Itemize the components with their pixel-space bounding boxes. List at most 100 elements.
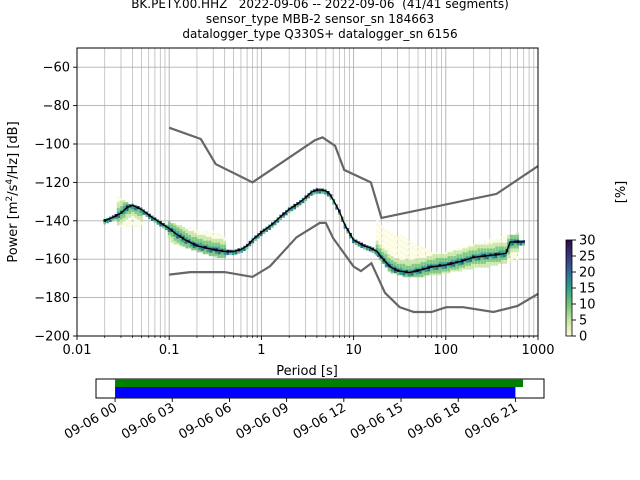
psd-density-cell: [495, 261, 499, 264]
psd-density-cell: [498, 244, 502, 247]
psd-density-cell: [438, 253, 442, 257]
psd-density-cell: [480, 252, 484, 255]
psd-density-cell: [375, 246, 379, 249]
psd-density-cell: [462, 265, 466, 268]
psd-density-cell: [417, 246, 421, 249]
psd-density-cell: [381, 229, 385, 232]
psd-density-cell: [508, 244, 512, 247]
psd-density-cell: [335, 207, 338, 210]
psd-density-cell: [456, 269, 460, 272]
psd-density-cell: [205, 232, 209, 236]
psd-density-cell: [402, 257, 406, 260]
psd-density-cell: [435, 267, 439, 270]
psd-density-cell: [507, 238, 510, 241]
coverage-segment-bar: [115, 387, 516, 398]
psd-density-cell: [504, 253, 507, 257]
psd-density-cell: [504, 244, 507, 247]
psd-density-cell: [393, 257, 397, 260]
psd-density-cell: [223, 255, 227, 259]
psd-density-cell: [459, 265, 463, 268]
psd-density-cell: [492, 263, 496, 266]
psd-density-cell: [243, 248, 246, 252]
psd-density-cell: [497, 255, 500, 258]
psd-density-cell: [486, 263, 490, 266]
psd-density-cell: [384, 242, 388, 245]
psd-density-cell: [477, 261, 481, 264]
psd-density-cell: [480, 261, 484, 264]
psd-density-cell: [128, 207, 132, 210]
psd-density-cell: [381, 232, 385, 236]
psd-density-cell: [111, 218, 115, 221]
psd-density-cell: [408, 257, 412, 260]
psd-density-cell: [417, 267, 421, 270]
psd-density-cell: [441, 266, 445, 269]
psd-density-cell: [444, 259, 448, 262]
psd-density-cell: [417, 265, 421, 268]
psd-density-cell: [378, 250, 382, 253]
psd-density-cell: [495, 263, 499, 266]
psd-density-cell: [432, 263, 436, 266]
psd-density-cell: [492, 261, 496, 264]
psd-density-cell: [125, 217, 129, 220]
psd-density-cell: [489, 248, 493, 251]
y-tick-label: −80: [43, 99, 70, 114]
psd-density-cell: [191, 230, 194, 234]
psd-density-cell: [202, 242, 206, 245]
low-noise-model-line: [169, 221, 538, 314]
psd-density-cell: [405, 238, 409, 241]
psd-density-cell: [182, 244, 186, 247]
psd-density-cell: [119, 198, 123, 201]
x-tick-label: 0.1: [159, 343, 180, 358]
psd-density-cell: [173, 229, 177, 232]
x-tick-label: 100: [433, 343, 458, 358]
psd-density-cell: [396, 238, 400, 241]
psd-density-cell: [505, 252, 509, 255]
psd-density-cell: [192, 245, 196, 248]
psd-density-cell: [352, 240, 355, 244]
psd-density-cell: [435, 257, 439, 260]
psd-density-cell: [465, 267, 469, 270]
psd-density-cell: [399, 250, 403, 253]
psd-density-cell: [384, 257, 388, 260]
psd-density-cell: [179, 225, 183, 228]
psd-density-cell: [179, 242, 183, 245]
psd-density-cell: [399, 240, 403, 243]
psd-density-cell: [198, 247, 202, 251]
psd-density-cell: [114, 216, 118, 220]
psd-density-cell: [516, 238, 519, 241]
psd-density-cell: [414, 263, 418, 266]
psd-density-cell: [194, 246, 197, 249]
psd-density-cell: [513, 248, 516, 251]
psd-density-cell: [500, 255, 503, 258]
psd-density-cell: [477, 244, 481, 247]
psd-density-cell: [357, 244, 361, 247]
psd-density-cell: [378, 252, 382, 255]
psd-density-cell: [495, 250, 499, 253]
psd-density-cell: [402, 252, 406, 255]
psd-density-cell: [185, 232, 189, 236]
psd-density-cell: [417, 257, 421, 260]
psd-density-cell: [423, 271, 427, 274]
psd-density-cell: [429, 263, 433, 266]
psd-density-cell: [378, 238, 382, 241]
psd-density-cell: [495, 244, 499, 247]
psd-density-cell: [513, 238, 516, 241]
psd-density-cell: [375, 252, 379, 255]
psd-density-cell: [125, 202, 129, 205]
psd-density-cell: [462, 250, 466, 253]
title-line-datalogger: datalogger_type Q330S+ datalogger_sn 615…: [182, 27, 458, 41]
psd-density-cell: [194, 234, 197, 237]
psd-density-cell: [435, 255, 439, 259]
psd-density-cell: [167, 229, 171, 232]
psd-density-cell: [435, 269, 439, 272]
psd-density-cell: [220, 236, 224, 239]
psd-density-cell: [408, 246, 412, 249]
psd-density-cell: [122, 213, 126, 216]
psd-density-cell: [197, 250, 200, 253]
psd-density-cell: [423, 261, 427, 264]
psd-density-cell: [396, 248, 400, 251]
y-axis-label: Power [m2/s4/Hz] [dB]: [5, 121, 21, 262]
psd-density-cell: [420, 257, 424, 260]
psd-density-cell: [488, 256, 492, 259]
